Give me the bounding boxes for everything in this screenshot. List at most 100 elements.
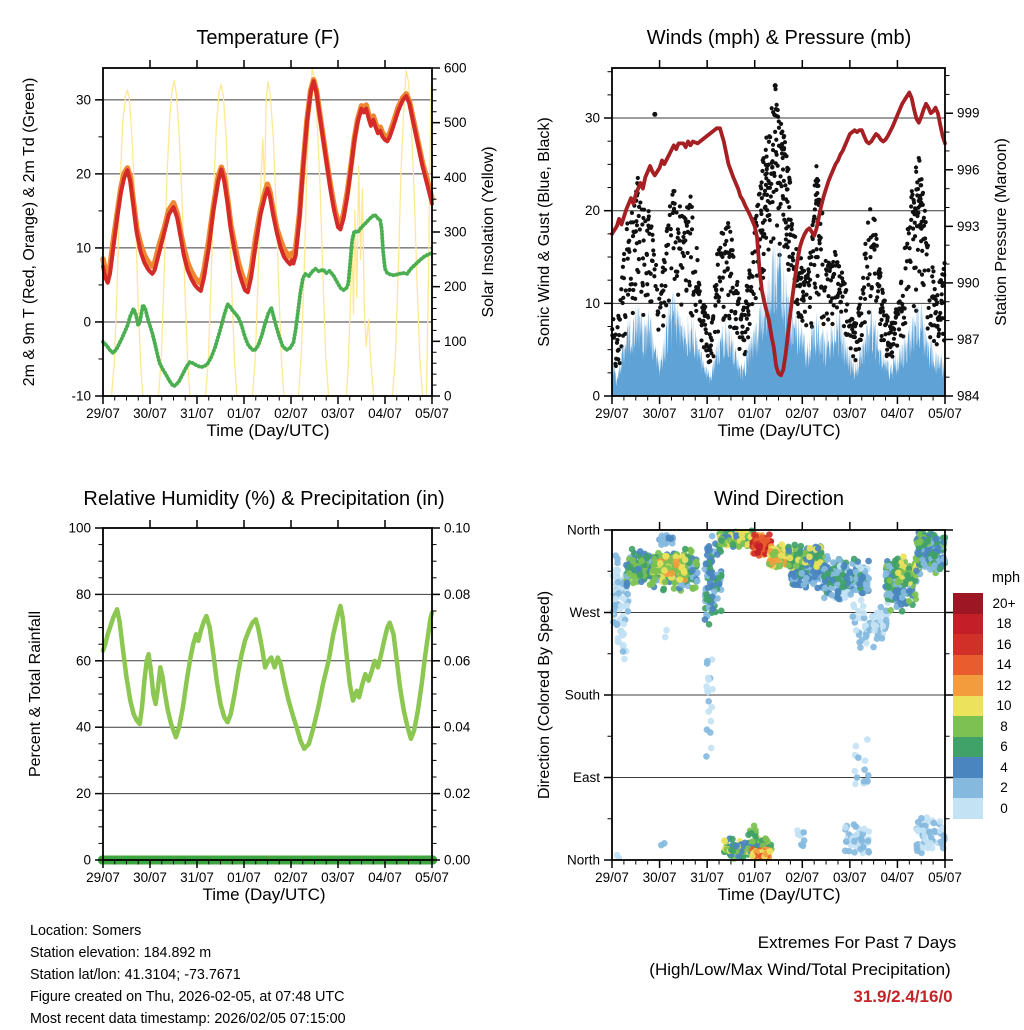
y-tick-label: 0 <box>83 853 91 868</box>
temperature-ylabel-left: 2m & 9m T (Red, Orange) & 2m Td (Green) <box>21 77 38 387</box>
y-tick-label: North <box>567 523 600 538</box>
y-tick-label: 20 <box>76 786 91 801</box>
x-tick-label: 05/07 <box>415 870 449 885</box>
x-tick-label: 04/07 <box>368 406 402 421</box>
winds-xlabel: Time (Day/UTC) <box>717 421 841 440</box>
wind-direction-xlabel: Time (Day/UTC) <box>717 885 841 904</box>
colorbar-label: 12 <box>996 677 1012 693</box>
y-tick-label: 80 <box>76 587 91 602</box>
y-tick-label: 993 <box>957 219 980 234</box>
y-tick-label: -10 <box>71 389 91 404</box>
temperature-title: Temperature (F) <box>196 27 340 49</box>
recent-data-timestamp: Most recent data timestamp: 2026/02/05 0… <box>30 1011 346 1027</box>
humidity_precip-chart: 29/07 30/07 31/07 01/07 02/07 03/07 04/07 05/07… <box>68 520 471 885</box>
x-tick-label: 05/07 <box>928 870 962 885</box>
series-relative_humidity <box>100 603 435 752</box>
colorbar-labels: 20+ 18 16 14 12 10 8 6 4 2 0 <box>985 593 1023 819</box>
colorbar-title: mph <box>991 570 1021 586</box>
temperature-xlabel: Time (Day/UTC) <box>206 421 330 440</box>
x-tick-label: 02/07 <box>274 406 308 421</box>
speed-colorbar <box>953 593 983 819</box>
temperature-series <box>100 67 435 397</box>
temperature-chart: 29/07 30/07 31/07 01/07 02/07 03/07 04/07 05/07… <box>71 60 467 421</box>
y-tick-label: 600 <box>444 61 467 76</box>
y-tick-label: 0 <box>83 314 91 329</box>
y-tick-label: 20 <box>76 166 91 181</box>
colorbar-label: 8 <box>1000 718 1008 734</box>
y-tick-label: West <box>569 605 600 620</box>
y-tick-label: 20 <box>585 203 600 218</box>
extremes-title: Extremes For Past 7 Days <box>757 933 957 952</box>
colorbar-label: 4 <box>1000 759 1008 775</box>
y-tick-label: 200 <box>444 279 467 294</box>
x-tick-label: 03/07 <box>833 406 867 421</box>
y-tick-label: 100 <box>444 334 467 349</box>
y-tick-label: 0.08 <box>444 587 470 602</box>
series-t_2m <box>101 79 434 295</box>
winds-pressure-chart: 29/07 30/07 31/07 01/07 02/07 03/07 04/07 05/07… <box>585 60 980 421</box>
colorbar-swatch-16 <box>953 634 983 655</box>
y-tick-label: 400 <box>444 170 467 185</box>
wind-direction-ylabel-left: Direction (Colored By Speed) <box>536 590 553 800</box>
colorbar-swatch-6 <box>953 736 983 757</box>
colorbar-label: 14 <box>996 657 1012 673</box>
extremes-subtitle: (High/Low/Max Wind/Total Precipitation) <box>649 960 951 979</box>
x-tick-label: 29/07 <box>86 870 120 885</box>
y-tick-label: 10 <box>585 296 600 311</box>
winds-ylabel-right: Station Pressure (Maroon) <box>993 138 1010 326</box>
x-tick-label: 31/07 <box>690 406 724 421</box>
colorbar-label: 2 <box>1000 780 1008 796</box>
colorbar-label: 0 <box>1000 800 1008 816</box>
humidity-ylabel-left: Percent & Total Rainfall <box>27 610 44 778</box>
y-tick-label: 40 <box>76 720 91 735</box>
y-tick-label: 0 <box>444 389 452 404</box>
series-sonic_wind <box>612 236 945 396</box>
y-tick-label: 0.02 <box>444 786 470 801</box>
y-tick-label: 0.06 <box>444 653 470 668</box>
x-tick-label: 01/07 <box>738 406 772 421</box>
x-tick-label: 02/07 <box>785 870 819 885</box>
figure-created: Figure created on Thu, 2026-02-05, at 07… <box>30 989 345 1005</box>
y-tick-label: 990 <box>957 275 980 290</box>
y-tick-label: 0.10 <box>444 521 470 536</box>
y-tick-label: East <box>573 770 600 785</box>
colorbar-label: 20+ <box>992 595 1016 611</box>
x-tick-label: 29/07 <box>86 406 120 421</box>
y-tick-label: 10 <box>76 240 91 255</box>
x-tick-label: 02/07 <box>785 406 819 421</box>
colorbar-swatch-14 <box>953 654 983 675</box>
x-tick-label: 30/07 <box>643 406 677 421</box>
wind-direction-dots <box>609 527 948 862</box>
y-tick-label: 30 <box>585 111 600 126</box>
x-tick-label: 03/07 <box>321 406 355 421</box>
y-tick-label: South <box>565 688 600 703</box>
temperature-ylabel-right: Solar Insolation (Yellow) <box>480 146 497 318</box>
wind-direction-title: Wind Direction <box>713 488 845 510</box>
colorbar-swatch-12 <box>953 675 983 696</box>
x-tick-label: 05/07 <box>928 406 962 421</box>
x-tick-label: 01/07 <box>227 870 261 885</box>
wind-direction-chart: 29/07 30/07 31/07 01/07 02/07 03/07 04/07 05/07… <box>565 522 962 885</box>
y-tick-label: 996 <box>957 162 980 177</box>
colorbar-swatch-2 <box>953 777 983 798</box>
x-tick-label: 30/07 <box>133 406 167 421</box>
x-tick-label: 04/07 <box>881 870 915 885</box>
x-tick-label: 03/07 <box>833 870 867 885</box>
y-tick-label: 984 <box>957 389 980 404</box>
humidity-xlabel: Time (Day/UTC) <box>202 885 326 904</box>
x-tick-label: 31/07 <box>690 870 724 885</box>
x-tick-label: 29/07 <box>595 406 629 421</box>
colorbar-label: 6 <box>1000 739 1008 755</box>
x-tick-label: 31/07 <box>180 870 214 885</box>
x-tick-label: 04/07 <box>368 870 402 885</box>
colorbar-swatch-20+ <box>953 593 983 614</box>
y-tick-label: 999 <box>957 106 980 121</box>
y-tick-label: 0.00 <box>444 853 470 868</box>
y-tick-label: 0 <box>592 389 600 404</box>
y-tick-label: 987 <box>957 332 980 347</box>
y-tick-label: 500 <box>444 115 467 130</box>
x-tick-label: 04/07 <box>881 406 915 421</box>
x-tick-label: 03/07 <box>321 870 355 885</box>
extremes-value: 31.9/2.4/16/0 <box>853 987 953 1006</box>
colorbar-label: 18 <box>996 616 1012 632</box>
